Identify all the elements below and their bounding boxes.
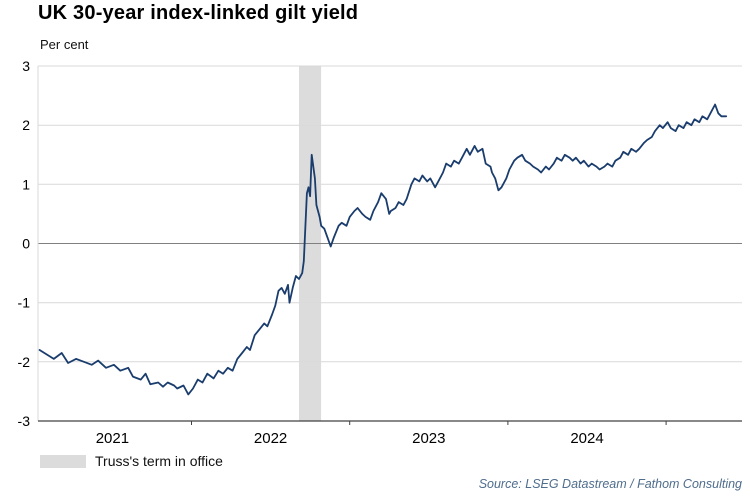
y-tick-label: -1 (18, 295, 31, 311)
legend-swatch-truss-band (40, 454, 86, 468)
chart-title: UK 30-year index-linked gilt yield (38, 2, 359, 24)
x-tick-label: 2021 (96, 430, 129, 447)
source-note: Source: LSEG Datastream / Fathom Consult… (478, 477, 742, 491)
legend: Truss's term in office (40, 453, 223, 469)
y-axis-unit-label: Per cent (40, 37, 89, 52)
y-tick-label: 2 (22, 117, 30, 133)
x-tick-label: 2022 (254, 430, 287, 447)
line-chart: 3 2 1 0 -1 -2 -3 2021 2022 2023 2024 (18, 58, 742, 447)
y-tick-label: 0 (22, 236, 30, 252)
legend-label: Truss's term in office (95, 453, 223, 469)
yield-line (38, 103, 728, 396)
y-tick-label: -3 (18, 413, 31, 429)
y-tick-label: 3 (22, 58, 30, 74)
x-tick-label: 2024 (570, 430, 603, 447)
y-tick-label: 1 (22, 176, 30, 192)
y-tick-label: -2 (18, 354, 31, 370)
x-tick-label: 2023 (412, 430, 445, 447)
